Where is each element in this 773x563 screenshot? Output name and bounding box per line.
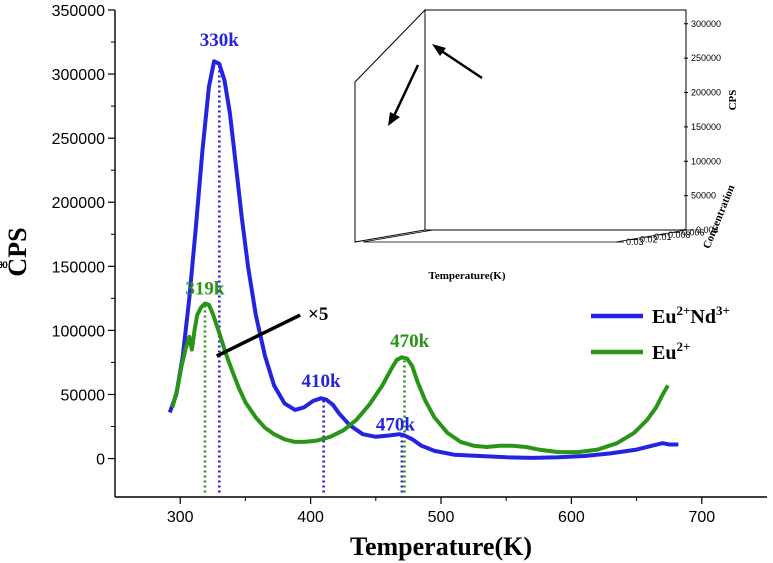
inset-x-title: Temperature(K) — [429, 270, 506, 282]
inset-x-tick-label: 550 — [0, 260, 8, 270]
inset-z-tick-label: 0.004 — [696, 225, 719, 235]
inset-y-tick-label: 100000 — [691, 156, 721, 166]
legend-label: Eu2+ — [652, 339, 690, 364]
y-tick-label: 300000 — [52, 67, 105, 84]
inset-arrow-head — [388, 112, 400, 126]
inset-x-tick-label: 300 — [0, 260, 8, 270]
inset-arrow-head — [432, 44, 446, 56]
inset-z-tick-label: 0.03 — [626, 237, 644, 247]
y-tick-label: 50000 — [61, 387, 106, 404]
inset-floor — [362, 229, 687, 243]
series-line-eu — [170, 301, 670, 455]
y-tick-label: 250000 — [52, 131, 105, 148]
y-tick-label: 200000 — [52, 195, 105, 212]
x-tick-label: 500 — [428, 509, 455, 526]
peak-annotation: 319k — [185, 279, 225, 300]
inset-x-tick-label: 400 — [0, 260, 8, 270]
inset-x-tick-label: 450 — [0, 260, 8, 270]
series-line-eu-nd — [167, 59, 679, 460]
inset-z-tick-label: 0.01 — [654, 232, 672, 242]
x-tick-label: 300 — [167, 509, 194, 526]
peak-annotation: 470k — [376, 414, 416, 435]
inset-x-tick-label: 600 — [0, 260, 8, 270]
peak-annotation: ×5 — [308, 304, 328, 325]
inset-3d-plot: 50000 100000 150000 200000 250000 300000 CPS 0.… — [0, 8, 739, 282]
peak-annotation: 470k — [390, 331, 430, 352]
y-tick-label: 350000 — [52, 3, 105, 20]
inset-y-tick-label: 250000 — [691, 53, 721, 63]
x-axis-title: Temperature(K) — [350, 532, 532, 561]
inset-back-wall — [424, 9, 687, 231]
inset-x-tick-label: 350 — [0, 260, 8, 270]
y-tick-label: 0 — [96, 452, 105, 469]
peak-annotation: 410k — [301, 371, 341, 392]
main-plot: 300 400 500 600 700 0 50000 100000 150000 200000 2… — [52, 3, 767, 526]
inset-arrow-line — [439, 48, 483, 80]
legend-label: Eu2+Nd3+ — [652, 303, 730, 328]
peak-annotation: 330k — [200, 30, 240, 51]
inset-y-title: CPS — [727, 90, 739, 111]
inset-arrow-line — [391, 64, 420, 119]
inset-y-tick-label: 200000 — [691, 88, 721, 98]
y-axis-title: CPS — [3, 227, 32, 276]
inset-z-tick-label: 0.008 — [668, 230, 691, 240]
x-tick-label: 600 — [558, 509, 585, 526]
inset-y-tick-label: 50000 — [691, 191, 716, 201]
inset-x-tick-label: 500 — [0, 260, 8, 270]
y-tick-label: 150000 — [52, 259, 105, 276]
inset-y-tick-label: 300000 — [691, 19, 721, 29]
y-tick-label: 100000 — [52, 323, 105, 340]
x-tick-label: 400 — [297, 509, 324, 526]
inset-y-tick-label: 150000 — [691, 122, 721, 132]
inset-z-tick-label: 0.02 — [640, 235, 658, 245]
x-tick-label: 700 — [688, 509, 715, 526]
x5-pointer-line — [215, 313, 301, 358]
inset-z-tick-label: 0.006 — [682, 227, 705, 237]
